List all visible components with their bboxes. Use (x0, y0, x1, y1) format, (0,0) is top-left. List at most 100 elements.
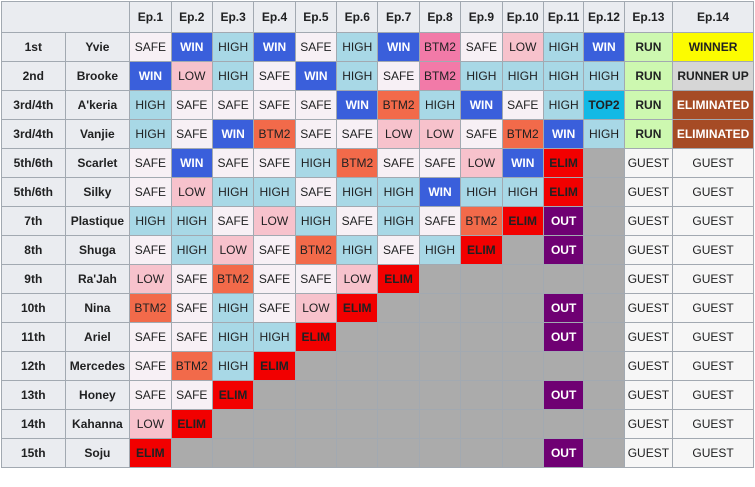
empty-cell (294, 438, 338, 468)
empty-cell (460, 264, 503, 294)
placement-cell: 1st (1, 32, 66, 62)
empty-cell (377, 380, 420, 410)
result-cell: SAFE (129, 380, 172, 410)
result-cell: BTM2 (253, 119, 296, 149)
result-cell: LOW (129, 264, 172, 294)
result-cell: OUT (542, 293, 585, 323)
result-cell: SAFE (170, 264, 213, 294)
empty-cell (583, 177, 625, 207)
table-row: 15th Soju ELIM OUT GUEST GUEST (1, 438, 754, 468)
result-cell: GUEST (623, 380, 674, 410)
result-cell: GUEST (672, 206, 754, 236)
result-cell: SAFE (418, 148, 462, 178)
result-cell: HIGH (336, 177, 379, 207)
result-cell: HIGH (336, 235, 379, 265)
result-cell: GUEST (623, 351, 674, 381)
result-cell: SAFE (253, 293, 296, 323)
empty-cell (377, 322, 420, 352)
result-cell: HIGH (211, 351, 255, 381)
result-cell: SAFE (211, 148, 255, 178)
result-cell: LOW (170, 61, 213, 91)
contestant-name: Nina (64, 293, 131, 323)
result-cell: ELIM (377, 264, 420, 294)
result-cell: ELIM (253, 351, 296, 381)
result-cell: BTM2 (170, 351, 213, 381)
table-row: 9th Ra'Jah LOW SAFE BTM2 SAFE SAFE LOW ELIM GUEST… (1, 264, 754, 294)
result-cell: HIGH (501, 61, 544, 91)
result-cell: SAFE (170, 293, 213, 323)
result-cell: GUEST (623, 206, 674, 236)
result-cell: RUN (623, 32, 674, 62)
result-cell: GUEST (623, 438, 674, 468)
result-cell: GUEST (623, 177, 674, 207)
result-cell: ELIM (336, 293, 379, 323)
empty-cell (253, 438, 296, 468)
result-cell: HIGH (294, 206, 338, 236)
result-cell: SAFE (129, 235, 172, 265)
result-cell: GUEST (623, 148, 674, 178)
table-row: 3rd/4th Vanjie HIGH SAFE WIN BTM2 SAFE SAFE LOW L… (1, 119, 754, 149)
result-cell: GUEST (672, 177, 754, 207)
episode-header: Ep.6 (336, 1, 379, 33)
contestant-name: Silky (64, 177, 131, 207)
result-cell: ELIM (294, 322, 338, 352)
empty-cell (501, 351, 544, 381)
episode-header: Ep.5 (294, 1, 338, 33)
empty-cell (542, 351, 585, 381)
result-cell: WIN (170, 32, 213, 62)
result-cell: HIGH (211, 32, 255, 62)
empty-cell (501, 293, 544, 323)
empty-cell (418, 380, 462, 410)
result-cell: SAFE (129, 322, 172, 352)
placement-cell: 15th (1, 438, 66, 468)
placement-cell: 10th (1, 293, 66, 323)
empty-cell (583, 351, 625, 381)
empty-cell (542, 409, 585, 439)
table-row: 12th Mercedes SAFE BTM2 HIGH ELIM GUEST GUEST (1, 351, 754, 381)
result-cell: ELIMINATED (672, 90, 754, 120)
placement-cell: 3rd/4th (1, 90, 66, 120)
empty-cell (501, 438, 544, 468)
result-cell: GUEST (672, 148, 754, 178)
result-cell: SAFE (294, 119, 338, 149)
result-cell: GUEST (623, 264, 674, 294)
result-cell: SAFE (253, 264, 296, 294)
episode-header: Ep.8 (418, 1, 462, 33)
contestant-name: Kahanna (64, 409, 131, 439)
episode-header: Ep.4 (253, 1, 296, 33)
result-cell: WIN (211, 119, 255, 149)
result-cell: BTM2 (294, 235, 338, 265)
result-cell: HIGH (583, 61, 625, 91)
result-cell: LOW (211, 235, 255, 265)
table-row: 8th Shuga SAFE HIGH LOW SAFE BTM2 HIGH SAFE HIGH E… (1, 235, 754, 265)
result-cell: SAFE (460, 119, 503, 149)
empty-cell (583, 380, 625, 410)
result-cell: SAFE (253, 235, 296, 265)
result-cell: SAFE (253, 148, 296, 178)
table-row: 2nd Brooke WIN LOW HIGH SAFE WIN HIGH SAFE BTM2 HI… (1, 61, 754, 91)
placement-cell: 5th/6th (1, 177, 66, 207)
result-cell: GUEST (672, 409, 754, 439)
result-cell: HIGH (542, 61, 585, 91)
empty-cell (501, 380, 544, 410)
result-cell: RUN (623, 61, 674, 91)
empty-cell (460, 409, 503, 439)
result-cell: WIN (377, 32, 420, 62)
result-cell: HIGH (211, 177, 255, 207)
result-cell: SAFE (170, 380, 213, 410)
empty-cell (336, 351, 379, 381)
result-cell: ELIMINATED (672, 119, 754, 149)
result-cell: OUT (542, 322, 585, 352)
contestant-name: Ariel (64, 322, 131, 352)
empty-cell (542, 264, 585, 294)
table-row: 7th Plastique HIGH HIGH SAFE LOW HIGH SAFE HIGH S… (1, 206, 754, 236)
result-cell: GUEST (672, 293, 754, 323)
result-cell: HIGH (170, 206, 213, 236)
result-cell: GUEST (623, 235, 674, 265)
empty-cell (583, 322, 625, 352)
table-row: 5th/6th Silky SAFE LOW HIGH HIGH SAFE HIGH HIGH W… (1, 177, 754, 207)
empty-cell (501, 409, 544, 439)
result-cell: BTM2 (129, 293, 172, 323)
result-cell: GUEST (672, 235, 754, 265)
empty-cell (294, 380, 338, 410)
